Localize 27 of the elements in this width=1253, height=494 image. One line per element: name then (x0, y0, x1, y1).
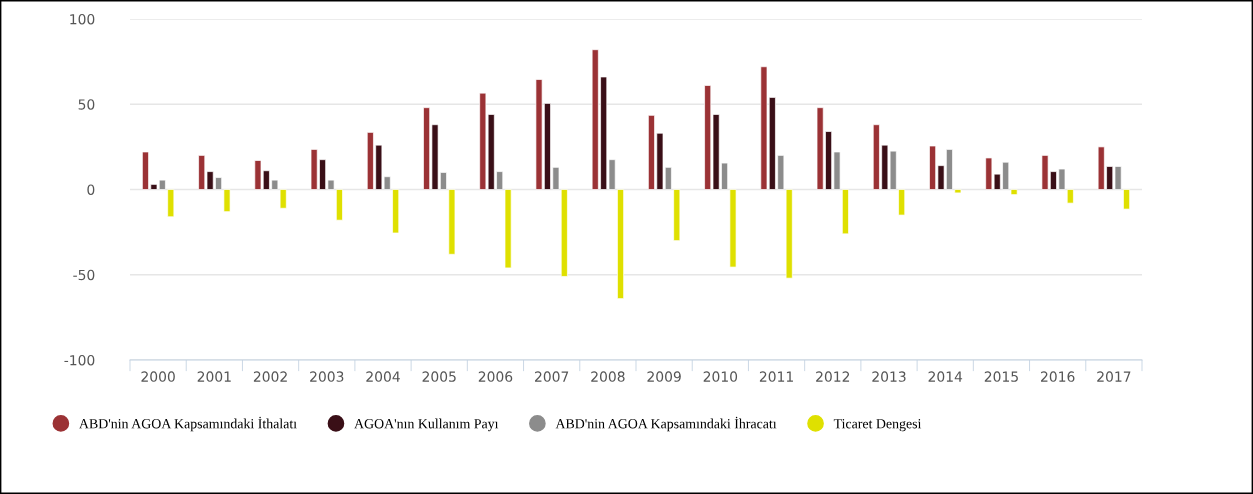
x-tick-label: 2010 (703, 371, 738, 382)
x-tick-label: 2014 (928, 371, 963, 382)
legend-label: ABD'nin AGOA Kapsamındaki İthalatı (79, 416, 297, 432)
x-tick-label: 2007 (535, 371, 569, 382)
x-tick-label: 2008 (591, 371, 625, 382)
legend-label: ABD'nin AGOA Kapsamındaki İhracatı (555, 416, 777, 432)
x-tick-label: 2011 (759, 371, 793, 382)
x-tick-label: 2013 (872, 371, 906, 382)
y-tick-label: 0 (87, 184, 95, 195)
x-tick-label: 2001 (197, 371, 231, 382)
legend-label: Ticaret Dengesi (833, 419, 922, 432)
x-tick-label: 2006 (478, 371, 513, 382)
legend-label: AGOA'nın Kullanım Payı (354, 418, 499, 432)
x-tick-label: 2003 (310, 371, 344, 382)
y-tick-label: -100 (64, 354, 95, 366)
x-tick-label: 2005 (422, 371, 456, 382)
x-tick-label: 2016 (1041, 371, 1075, 382)
y-tick-label: 100 (70, 13, 95, 25)
x-tick-label: 2002 (253, 371, 287, 382)
x-tick-label: 2012 (816, 371, 850, 382)
x-tick-label: 2000 (141, 371, 175, 382)
x-tick-label: 2015 (984, 371, 1018, 382)
y-tick-label: -50 (73, 269, 95, 281)
x-tick-label: 2009 (647, 371, 681, 382)
x-tick-label: 2017 (1097, 371, 1131, 382)
y-tick-label: 50 (78, 99, 95, 110)
x-tick-label: 2004 (366, 371, 400, 382)
